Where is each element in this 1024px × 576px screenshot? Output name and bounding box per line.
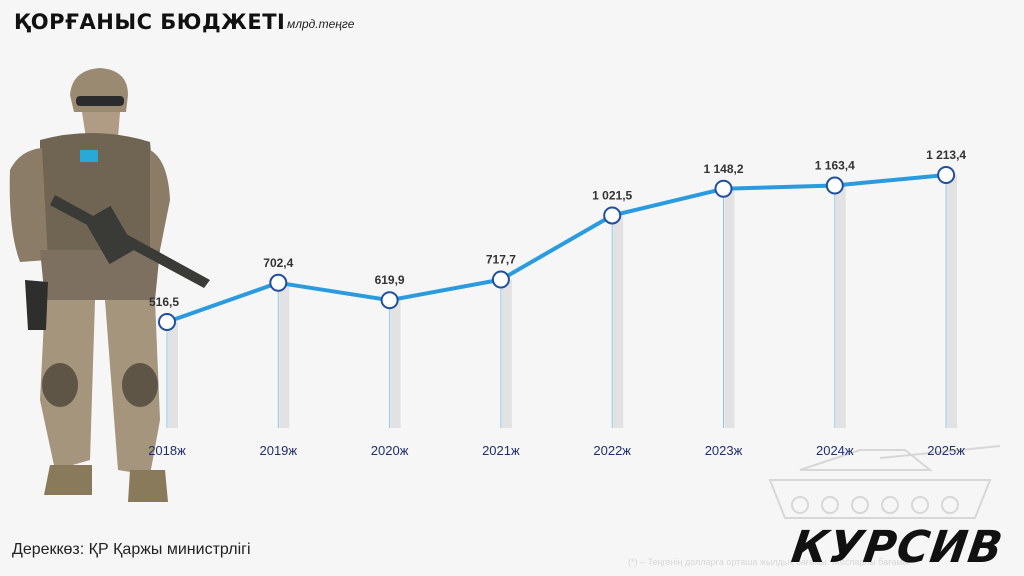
drop-shadow bbox=[947, 175, 958, 428]
x-tick-label: 2024ж bbox=[816, 443, 854, 458]
x-tick-label: 2021ж bbox=[482, 443, 520, 458]
data-point-marker bbox=[380, 291, 399, 310]
data-point-marker bbox=[491, 270, 510, 289]
data-label: 1 213,4 bbox=[926, 148, 966, 162]
drop-shadow bbox=[390, 300, 401, 428]
data-label: 619,9 bbox=[375, 273, 405, 287]
tank-silhouette bbox=[768, 445, 1001, 519]
drop-shadow bbox=[724, 188, 735, 428]
data-label: 1 021,5 bbox=[592, 188, 632, 202]
data-point-marker bbox=[937, 166, 956, 184]
data-point-marker bbox=[603, 206, 622, 225]
unit-label: млрд.теңге bbox=[287, 17, 355, 31]
drop-shadow bbox=[835, 185, 846, 428]
drop-lines bbox=[166, 175, 958, 428]
drop-shadow bbox=[168, 322, 178, 428]
x-tick-label: 2018ж bbox=[148, 443, 186, 458]
drop-shadow bbox=[501, 279, 512, 428]
x-tick-label: 2023ж bbox=[705, 443, 743, 458]
x-tick-label: 2019ж bbox=[259, 443, 297, 458]
data-label: 702,4 bbox=[263, 256, 293, 270]
data-label: 516,5 bbox=[149, 295, 179, 309]
data-label: 1 148,2 bbox=[703, 162, 743, 176]
data-point-marker bbox=[158, 313, 176, 331]
data-label: 1 163,4 bbox=[815, 159, 855, 173]
drop-shadow bbox=[279, 282, 290, 428]
flag-patch bbox=[80, 150, 98, 162]
soldier-illustration bbox=[9, 68, 210, 502]
value-labels: 516,5 702,4 619,9 717,7 1 021,5 1 148,2 1 163,… bbox=[149, 148, 966, 309]
drop-shadow bbox=[613, 215, 624, 428]
footnote: (*) – Теңгенің долларға орташа жылдық ба… bbox=[628, 557, 910, 567]
x-tick-label: 2025ж bbox=[927, 443, 965, 458]
brand-logo: КУРСИВ bbox=[788, 522, 1007, 573]
data-point-marker bbox=[714, 179, 733, 198]
data-label: 717,7 bbox=[486, 253, 516, 267]
series-line bbox=[165, 173, 949, 324]
x-axis-tick-labels: 2018ж 2019ж 2020ж 2021ж 2022ж 2023ж 2024ж 2025ж bbox=[148, 443, 965, 458]
x-tick-label: 2022ж bbox=[593, 443, 631, 458]
chart-title: ҚОРҒАНЫС БЮДЖЕТІ bbox=[14, 10, 286, 34]
source-note: Дереккөз: ҚР Қаржы министрлігі bbox=[12, 541, 251, 558]
x-tick-label: 2020ж bbox=[371, 443, 409, 458]
data-point-marker bbox=[825, 176, 844, 195]
data-markers bbox=[158, 166, 956, 331]
data-point-marker bbox=[269, 273, 288, 292]
